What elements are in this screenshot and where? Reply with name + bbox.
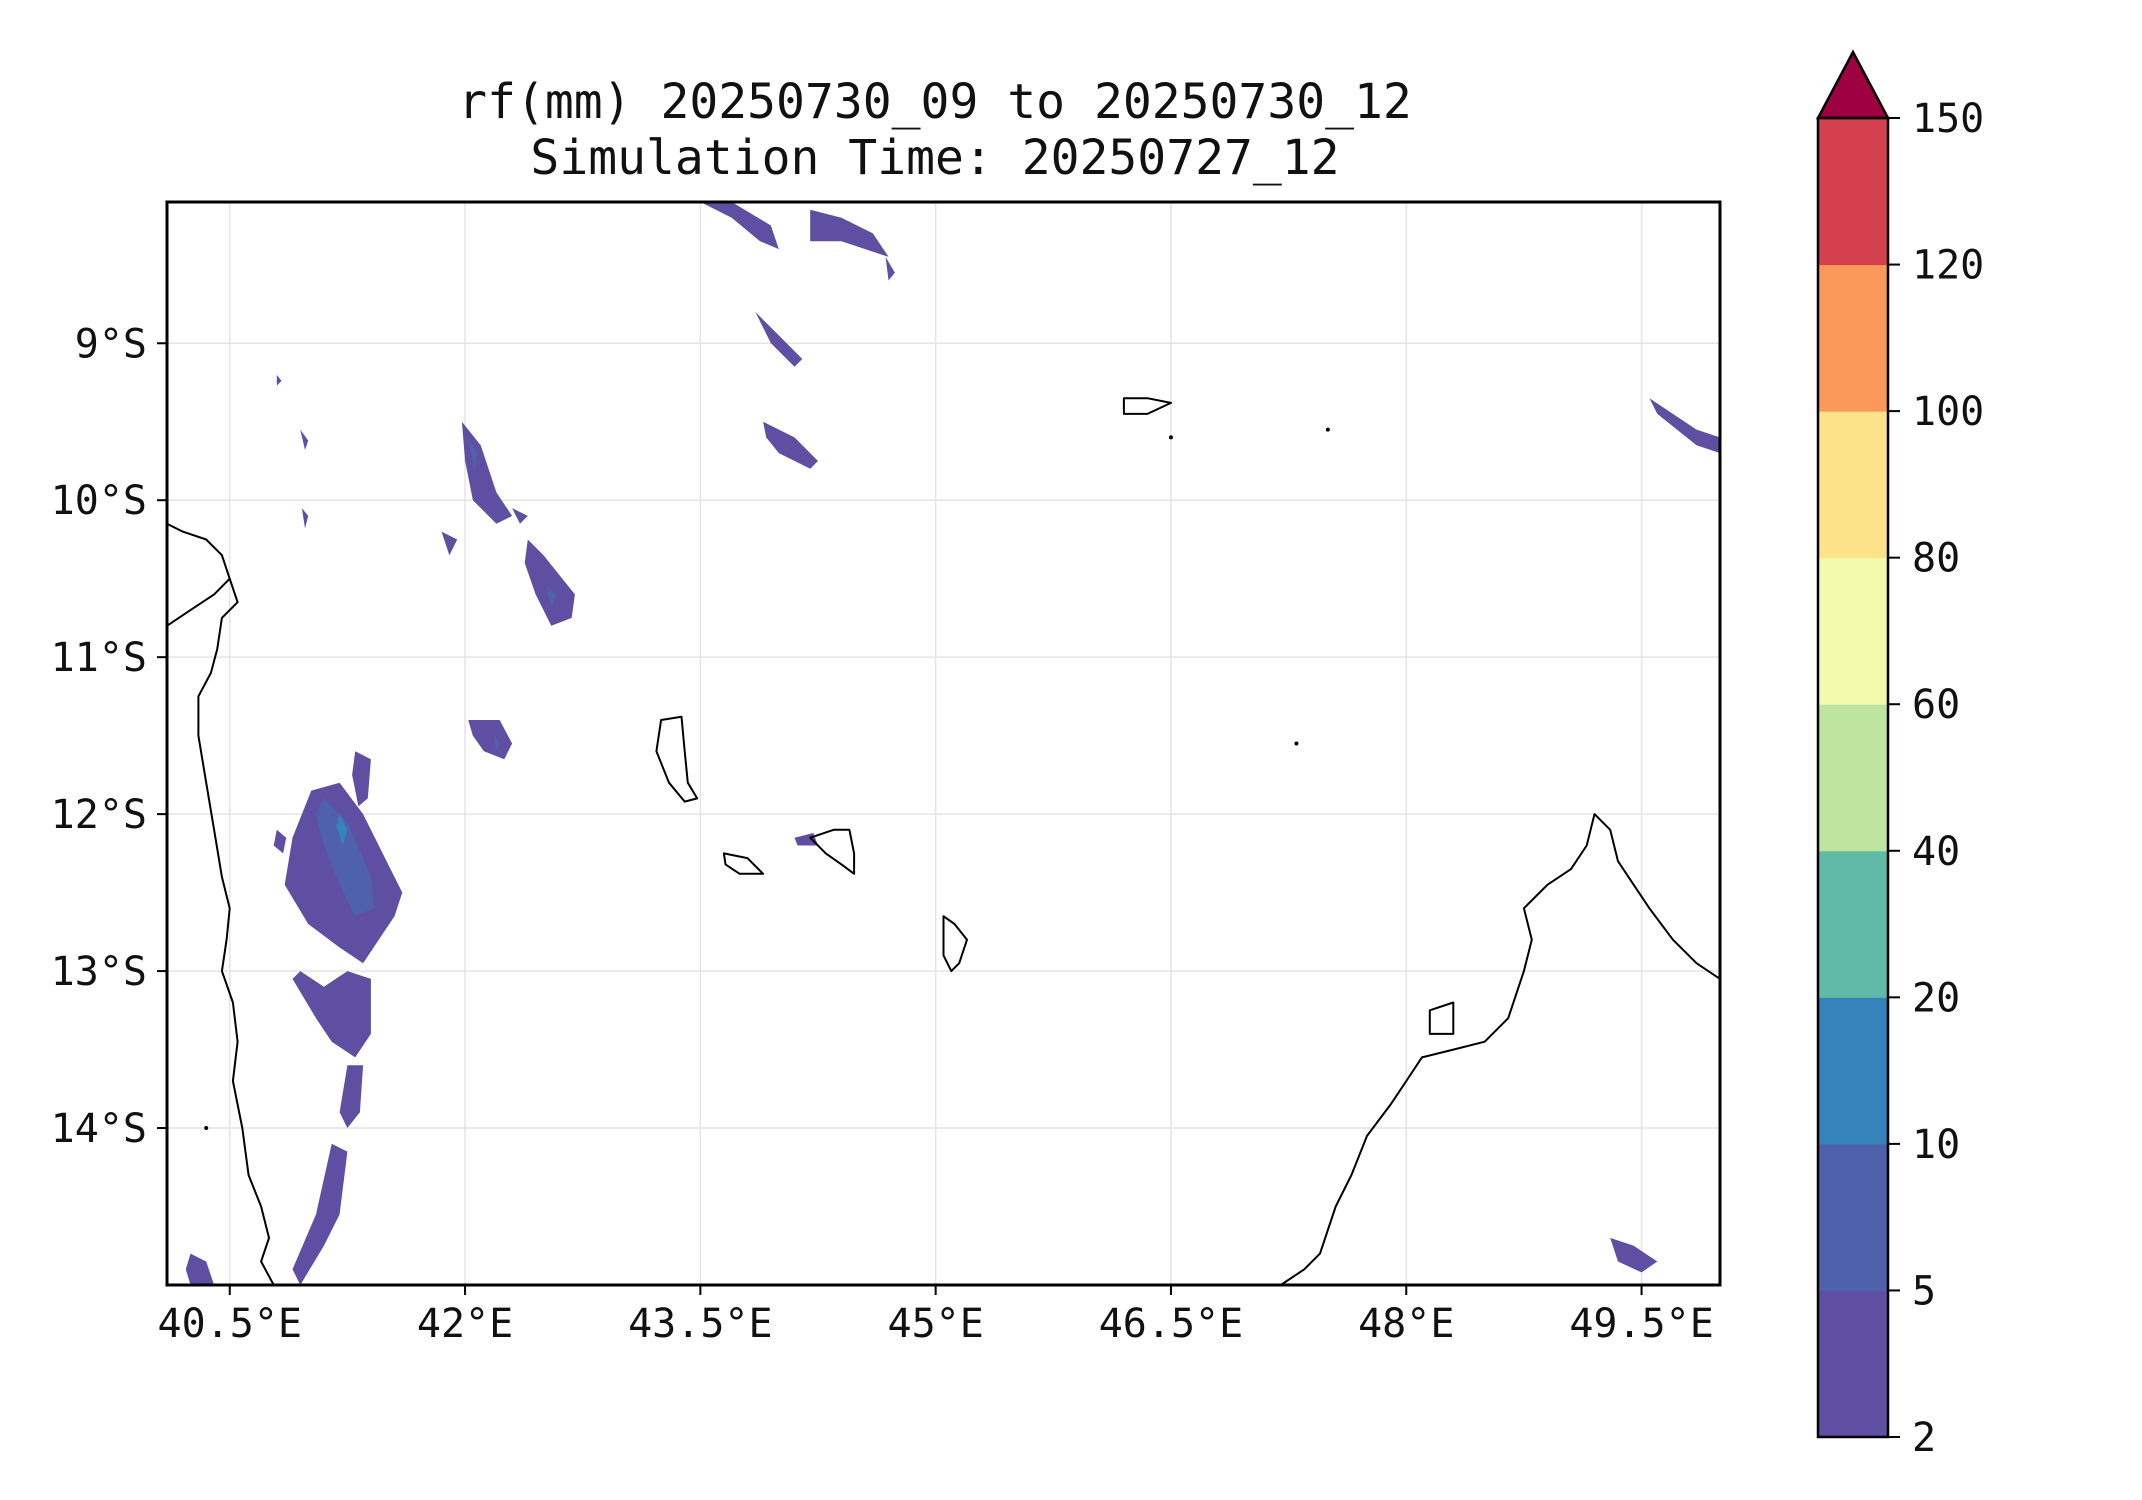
colorbar-segment <box>1818 850 1888 998</box>
x-tick-label: 48°E <box>1358 1301 1454 1347</box>
y-tick-label: 14°S <box>51 1106 147 1152</box>
rain-region-level-3 <box>336 814 348 846</box>
rain-region-level-1 <box>524 539 575 626</box>
colorbar: 2 5 10 20 40 60 80 100 120 150 <box>1815 49 1984 1461</box>
y-tick-label: 13°S <box>51 949 147 995</box>
rain-region-level-1 <box>292 1143 348 1285</box>
x-tick-label: 43.5°E <box>628 1301 773 1347</box>
coastline-aldabra <box>1122 397 1172 415</box>
islet-marker <box>204 1126 209 1131</box>
rain-region-level-1 <box>292 971 371 1058</box>
rain-region-level-2 <box>546 586 556 607</box>
rain-region-level-1 <box>441 531 458 556</box>
colorbar-tick-label: 80 <box>1912 536 1960 582</box>
x-tick-label: 49.5°E <box>1569 1301 1714 1347</box>
colorbar-tick-label: 120 <box>1912 243 1984 289</box>
coastline-moheli <box>722 852 765 875</box>
coastlines <box>167 397 1720 1285</box>
rain-region-level-1 <box>512 508 528 524</box>
colorbar-segment <box>1818 557 1888 705</box>
latitude-axis: 9°S 10°S 11°S 12°S 13°S 14°S <box>51 321 167 1152</box>
x-tick-label: 45°E <box>887 1301 983 1347</box>
y-tick-label: 9°S <box>75 321 147 367</box>
y-tick-label: 12°S <box>51 792 147 838</box>
rain-region-level-1 <box>276 374 282 386</box>
rain-region-level-1 <box>301 508 309 529</box>
rain-region-level-1 <box>300 429 309 450</box>
colorbar-segment <box>1818 118 1888 266</box>
islet-marker <box>1294 741 1299 746</box>
x-tick-label: 46.5°E <box>1099 1301 1244 1347</box>
figure-title-line1: rf(mm) 20250730_09 to 20250730_12 <box>458 74 1412 130</box>
y-tick-label: 10°S <box>51 478 147 524</box>
map-panel: 40.5°E 42°E 43.5°E 45°E 46.5°E 48°E 49.5°E 9°S… <box>51 200 1722 1347</box>
colorbar-segment <box>1818 1290 1888 1438</box>
longitude-axis: 40.5°E 42°E 43.5°E 45°E 46.5°E 48°E 49.5°E <box>157 1285 1714 1347</box>
rain-region-level-1 <box>1610 1237 1658 1273</box>
colorbar-segment <box>1818 1143 1888 1291</box>
y-tick-label: 11°S <box>51 635 147 681</box>
gridlines <box>167 202 1720 1285</box>
colorbar-segment <box>1818 997 1888 1145</box>
coastline-nosy-be <box>1428 1001 1455 1035</box>
colorbar-segment <box>1818 704 1888 852</box>
rain-region-level-2 <box>493 732 500 752</box>
colorbar-tick-label: 2 <box>1912 1415 1936 1461</box>
coastline-madagascar <box>1280 813 1720 1285</box>
x-tick-label: 40.5°E <box>157 1301 302 1347</box>
islet-marker <box>1325 427 1330 432</box>
coastline-africa-north <box>167 577 231 627</box>
colorbar-tick-label: 5 <box>1912 1268 1936 1314</box>
colorbar-tick-label: 150 <box>1912 96 1984 142</box>
map-background <box>167 202 1720 1285</box>
rain-region-level-1 <box>461 421 513 524</box>
rain-region-level-2 <box>468 437 478 469</box>
colorbar-segment <box>1818 411 1888 559</box>
rain-region-level-1 <box>810 209 889 257</box>
rain-region-level-1 <box>1649 398 1720 454</box>
colorbar-tick-label: 20 <box>1912 975 1960 1021</box>
rain-region-level-1 <box>185 1253 215 1285</box>
colorbar-tick-label: 10 <box>1912 1122 1960 1168</box>
colorbar-frame <box>1816 116 1890 1439</box>
rain-region-level-1 <box>700 202 779 250</box>
colorbar-tick-label: 60 <box>1912 682 1960 728</box>
coastline-africa <box>167 522 275 1285</box>
colorbar-tick-label: 40 <box>1912 829 1960 875</box>
rain-region-level-1 <box>468 720 513 760</box>
x-tick-label: 42°E <box>417 1301 513 1347</box>
precipitation-contours <box>185 202 1720 1285</box>
rain-region-level-1 <box>339 1065 364 1128</box>
colorbar-extend-arrow <box>1815 49 1891 120</box>
rain-region-level-1 <box>885 256 895 281</box>
coastline-grande-comore <box>655 715 699 803</box>
islet-marker <box>1168 435 1173 440</box>
map-frame <box>165 200 1722 1287</box>
colorbar-segment <box>1818 264 1888 412</box>
rain-region-level-1 <box>273 829 287 854</box>
figure-title-line2: Simulation Time: 20250727_12 <box>530 130 1339 186</box>
rain-region-level-2 <box>316 798 375 917</box>
rain-region-level-1 <box>763 421 818 469</box>
colorbar-tick-label: 100 <box>1912 389 1984 435</box>
rain-region-level-1 <box>755 311 803 367</box>
coastline-mayotte <box>942 915 968 973</box>
coastline-anjouan <box>809 828 856 875</box>
rain-region-level-1 <box>352 751 371 807</box>
